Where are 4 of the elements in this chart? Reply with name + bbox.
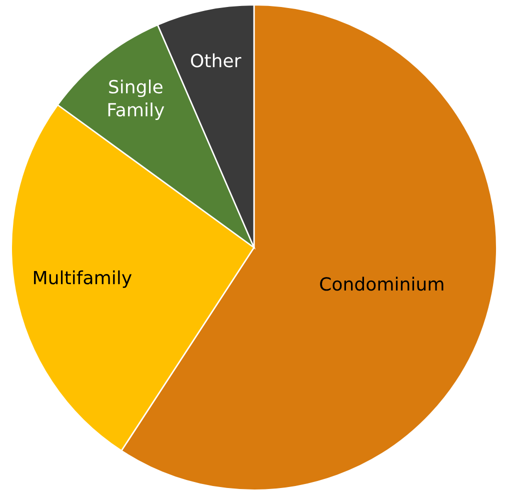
slice-label: Single Family [108,80,164,120]
slice-label: Condominium [320,276,444,291]
slice-label: Other [191,53,242,68]
slice-label: Multifamily [34,270,132,288]
